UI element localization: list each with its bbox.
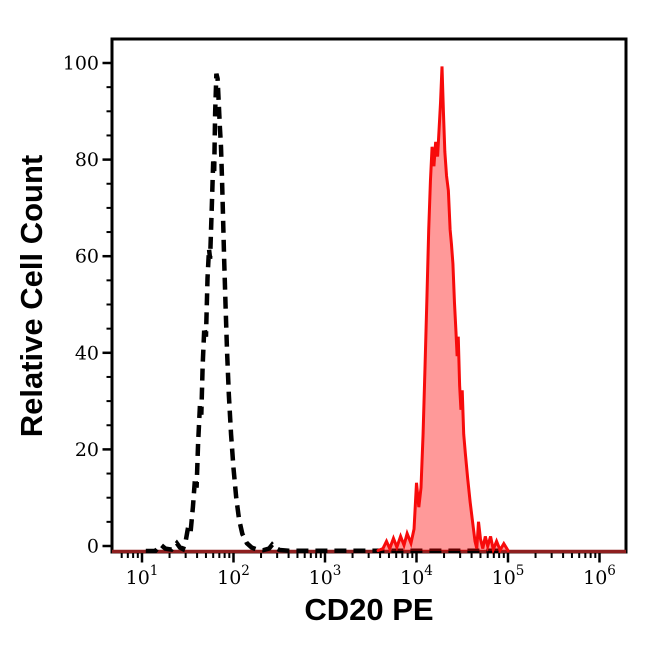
x-tick-label: 102 (217, 563, 250, 589)
x-tick-label: 101 (126, 563, 159, 589)
y-axis-title: Relative Cell Count (14, 155, 49, 438)
unstained-control-curve (145, 73, 504, 554)
y-tick-label: 40 (75, 342, 99, 364)
y-tick-label: 100 (63, 53, 99, 75)
x-tick-label: 104 (400, 563, 433, 589)
x-axis-title: CD20 PE (304, 592, 433, 627)
y-tick-label: 20 (75, 439, 99, 461)
y-tick-label: 60 (75, 246, 99, 268)
y-tick-label: 80 (75, 149, 99, 171)
cd20-pe-curve (376, 66, 510, 555)
plot-frame (110, 37, 628, 554)
y-tick-label: 0 (87, 536, 99, 558)
plot-generated-layer: 101 102 103 104 105 106 0 20 40 60 80 100 (63, 37, 628, 589)
x-tick-label: 103 (309, 563, 342, 589)
x-tick-label: 106 (583, 563, 616, 589)
x-tick-label: 105 (492, 563, 525, 589)
cd20-pe-fill (378, 66, 508, 551)
